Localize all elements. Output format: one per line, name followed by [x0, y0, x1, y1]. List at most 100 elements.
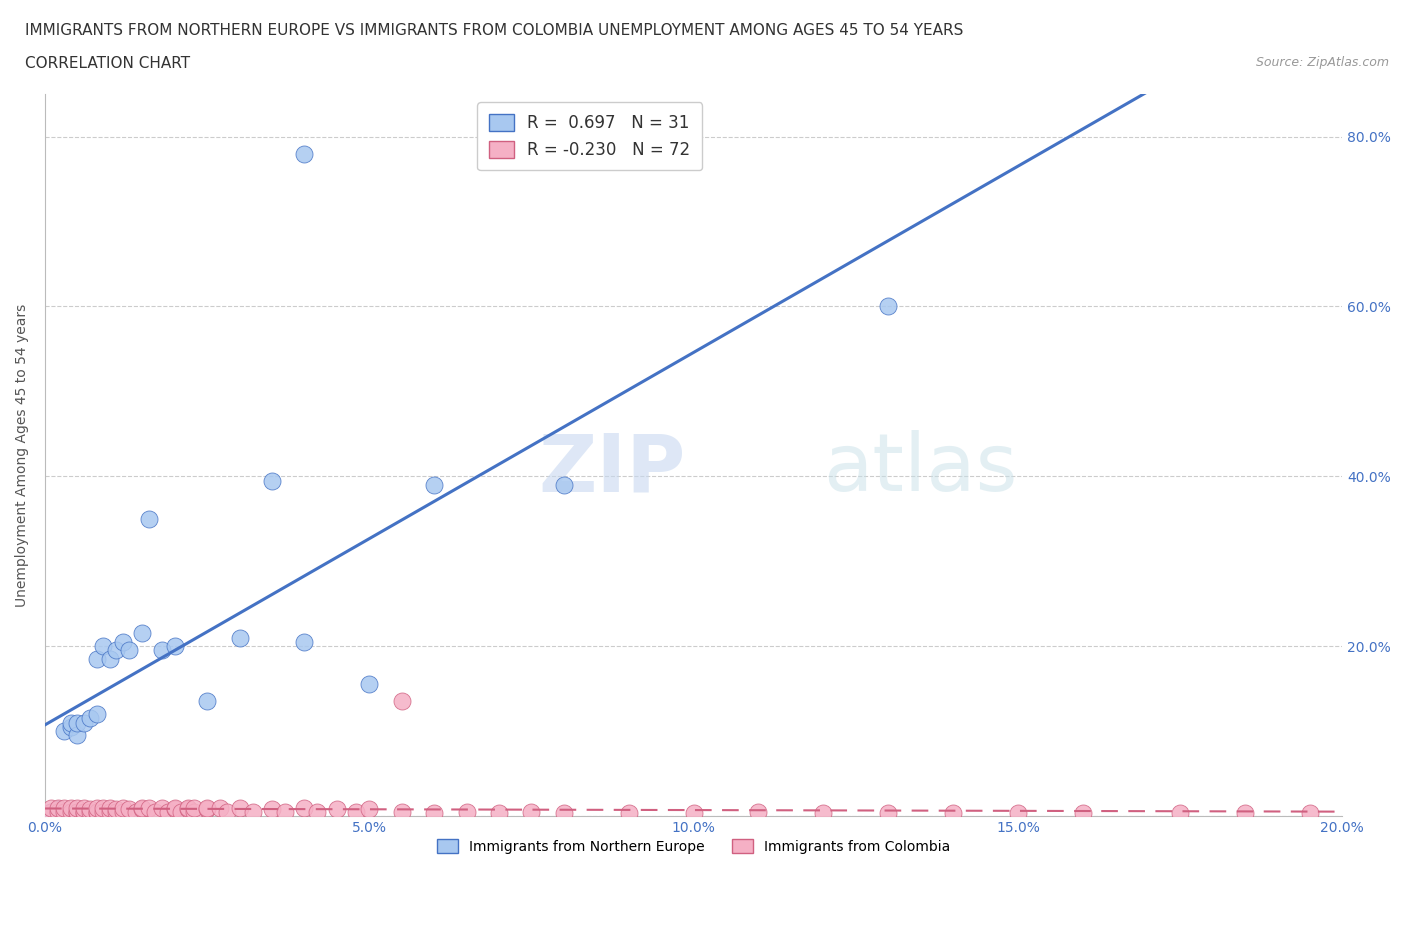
Point	[118, 802, 141, 817]
Point	[111, 804, 134, 819]
Point	[66, 806, 89, 821]
Legend: Immigrants from Northern Europe, Immigrants from Colombia: Immigrants from Northern Europe, Immigra…	[432, 833, 956, 859]
Point	[105, 643, 128, 658]
Point	[138, 800, 160, 815]
Point	[215, 804, 238, 819]
Point	[59, 804, 82, 819]
Point	[66, 804, 89, 819]
Point	[747, 804, 769, 819]
Point	[73, 715, 96, 730]
Point	[1071, 806, 1094, 821]
Point	[157, 804, 180, 819]
Point	[307, 804, 329, 819]
Point	[66, 715, 89, 730]
Point	[111, 800, 134, 815]
Point	[183, 804, 205, 819]
Point	[423, 477, 446, 492]
Point	[391, 804, 413, 819]
Point	[86, 707, 108, 722]
Point	[53, 800, 76, 815]
Point	[176, 802, 198, 817]
Point	[877, 299, 900, 313]
Point	[66, 800, 89, 815]
Point	[423, 806, 446, 821]
Point	[73, 806, 96, 821]
Point	[260, 473, 283, 488]
Point	[131, 800, 153, 815]
Point	[86, 651, 108, 666]
Point	[79, 804, 101, 819]
Point	[73, 804, 96, 819]
Point	[46, 804, 69, 819]
Point	[456, 804, 478, 819]
Point	[163, 802, 186, 817]
Point	[294, 800, 316, 815]
Point	[41, 800, 63, 815]
Point	[294, 634, 316, 649]
Point	[391, 694, 413, 709]
Point	[125, 804, 148, 819]
Point	[41, 804, 63, 819]
Point	[553, 806, 575, 821]
Point	[79, 711, 101, 725]
Text: ZIP: ZIP	[538, 431, 685, 509]
Point	[46, 802, 69, 817]
Point	[86, 800, 108, 815]
Point	[59, 720, 82, 735]
Point	[242, 804, 264, 819]
Point	[53, 804, 76, 819]
Point	[93, 800, 115, 815]
Point	[813, 806, 835, 821]
Point	[170, 804, 193, 819]
Text: Source: ZipAtlas.com: Source: ZipAtlas.com	[1256, 56, 1389, 69]
Point	[98, 651, 121, 666]
Point	[359, 802, 381, 817]
Point	[1168, 806, 1191, 821]
Point	[209, 800, 232, 815]
Point	[86, 806, 108, 821]
Point	[344, 804, 367, 819]
Point	[150, 643, 173, 658]
Point	[359, 677, 381, 692]
Point	[59, 715, 82, 730]
Point	[41, 804, 63, 819]
Point	[98, 804, 121, 819]
Point	[1007, 806, 1029, 821]
Point	[93, 639, 115, 654]
Point	[1233, 806, 1256, 821]
Point	[150, 800, 173, 815]
Point	[163, 639, 186, 654]
Point	[183, 800, 205, 815]
Point	[131, 802, 153, 817]
Point	[260, 802, 283, 817]
Point	[53, 724, 76, 738]
Point	[111, 634, 134, 649]
Point	[46, 804, 69, 819]
Point	[195, 802, 218, 817]
Point	[93, 804, 115, 819]
Point	[274, 804, 297, 819]
Point	[143, 804, 166, 819]
Point	[195, 800, 218, 815]
Point	[1299, 806, 1322, 821]
Point	[105, 804, 128, 819]
Point	[79, 802, 101, 817]
Point	[73, 800, 96, 815]
Text: atlas: atlas	[824, 431, 1018, 509]
Point	[195, 694, 218, 709]
Text: CORRELATION CHART: CORRELATION CHART	[25, 56, 190, 71]
Point	[520, 804, 543, 819]
Point	[163, 800, 186, 815]
Y-axis label: Unemployment Among Ages 45 to 54 years: Unemployment Among Ages 45 to 54 years	[15, 303, 30, 606]
Point	[46, 800, 69, 815]
Point	[98, 800, 121, 815]
Point	[86, 804, 108, 819]
Point	[294, 146, 316, 161]
Point	[66, 728, 89, 743]
Point	[118, 643, 141, 658]
Point	[877, 806, 900, 821]
Point	[53, 804, 76, 819]
Point	[617, 806, 640, 821]
Point	[176, 800, 198, 815]
Point	[228, 631, 250, 645]
